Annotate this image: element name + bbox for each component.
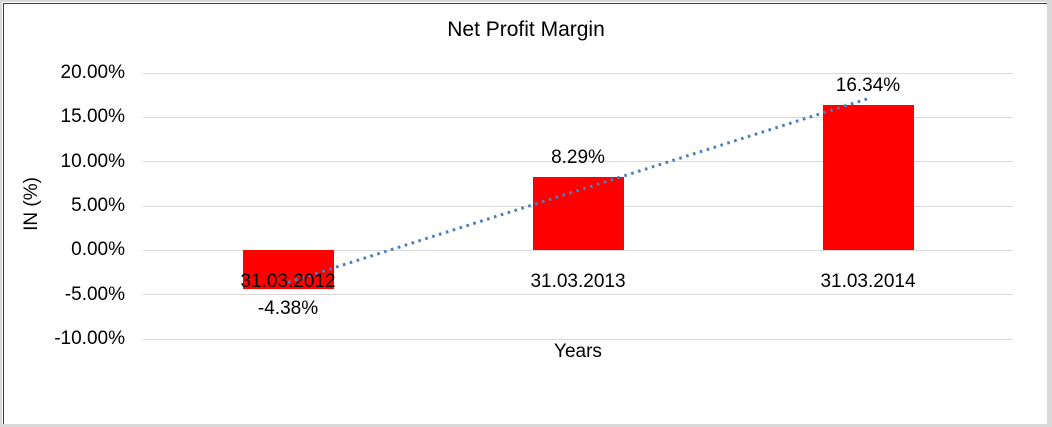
y-axis-tick-label: 15.00% [60, 106, 125, 128]
x-axis-title: Years [554, 341, 602, 362]
y-axis-tick-label: -10.00% [54, 328, 125, 349]
y-axis-tick-labels: 20.00% 15.00% 10.00% 5.00% 0.00% -5.00% -10.00… [0, 0, 125, 427]
y-axis-tick-label: -5.00% [64, 283, 125, 305]
y-axis-tick-label: 5.00% [71, 195, 125, 216]
data-label: 8.29% [551, 146, 605, 168]
bar-31.03.2014 [822, 105, 914, 251]
bar-31.03.2012 [242, 250, 334, 290]
trendline [287, 97, 869, 284]
y-axis-tick-label: 10.00% [60, 150, 125, 172]
gridline [143, 294, 1013, 296]
gridline [143, 249, 1013, 251]
chart-title: Net Profit Margin [447, 18, 605, 41]
y-axis-tick-label: 0.00% [71, 239, 125, 261]
y-axis-tick-label: 20.00% [60, 62, 125, 83]
gridline [143, 161, 1013, 163]
category-label: 31.03.2012 [240, 271, 336, 293]
gridline [143, 72, 1013, 74]
data-label: 16.34% [835, 75, 901, 97]
gridline [143, 116, 1013, 118]
category-label: 31.03.2013 [530, 271, 626, 293]
gridline [143, 338, 1013, 340]
category-label: 31.03.2014 [820, 271, 916, 293]
plot-area: 31.03.2012 31.03.2013 31.03.2014 -4.38% 8.2… [143, 72, 1013, 340]
data-label: -4.38% [257, 298, 319, 320]
